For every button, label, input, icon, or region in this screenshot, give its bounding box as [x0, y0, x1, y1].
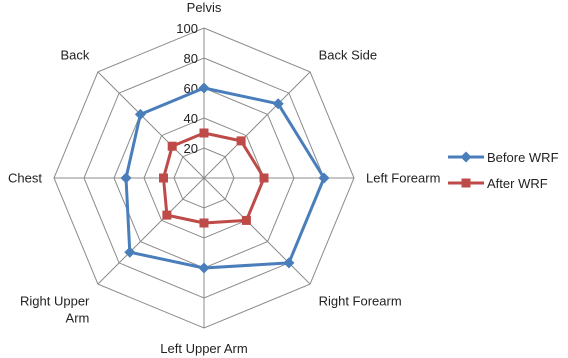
- series-0-point-6: [120, 172, 132, 184]
- tick-label-20: 20: [184, 141, 198, 156]
- category-label-6-line-0: Chest: [8, 171, 42, 186]
- series-0-point-0: [198, 82, 210, 94]
- legend-marker-1: [461, 178, 471, 188]
- category-label-7: Back: [60, 47, 89, 62]
- series-0-point-2: [318, 172, 330, 184]
- series-plot-area: [120, 82, 330, 274]
- series-1-point-2: [259, 173, 269, 183]
- legend-item-0: Before WRF: [448, 150, 559, 165]
- series-1-point-7: [167, 141, 177, 151]
- tick-label-40: 40: [184, 111, 198, 126]
- grid-spoke-1: [203, 71, 311, 179]
- series-0-point-5: [124, 246, 136, 258]
- category-label-6: Chest: [8, 171, 42, 186]
- series-1-point-0: [199, 128, 209, 138]
- category-label-0-line-0: Pelvis: [187, 0, 222, 15]
- category-label-2: Left Forearm: [366, 171, 440, 186]
- grid-spoke-7: [97, 71, 205, 179]
- category-label-2-line-0: Left Forearm: [366, 171, 440, 186]
- category-label-1-line-0: Back Side: [319, 47, 378, 62]
- legend-marker-0: [460, 151, 472, 163]
- series-0-point-7: [134, 108, 146, 120]
- category-label-1: Back Side: [319, 47, 378, 62]
- series-1-point-4: [199, 218, 209, 228]
- grid-spoke-3: [203, 177, 311, 285]
- series-1-point-6: [159, 173, 168, 183]
- category-label-5-line-0: Right Upper: [20, 294, 90, 309]
- series-0-point-1: [272, 98, 284, 110]
- category-labels: Pelvis Back Side Left Forearm Right Forearm…: [8, 0, 440, 356]
- series-0-point-3: [283, 257, 295, 269]
- category-label-4: Left Upper Arm: [160, 341, 247, 356]
- series-1-point-1: [236, 136, 246, 146]
- tick-label-100: 100: [176, 21, 198, 36]
- legend-label-0: Before WRF: [487, 150, 559, 165]
- category-label-5: Right Upper Arm: [20, 294, 90, 326]
- series-0-point-4: [198, 262, 210, 274]
- legend-label-1: After WRF: [487, 176, 548, 191]
- legend: Before WRF After WRF: [448, 150, 559, 191]
- category-label-3: Right Forearm: [319, 294, 402, 309]
- series-1-point-5: [162, 210, 172, 220]
- radar-grid: [53, 27, 355, 329]
- category-label-3-line-0: Right Forearm: [319, 294, 402, 309]
- category-label-5-line-1: Arm: [66, 311, 90, 326]
- series-0: [120, 82, 330, 274]
- category-label-0: Pelvis: [187, 0, 222, 15]
- series-1: [159, 128, 269, 228]
- series-1-point-3: [241, 215, 251, 225]
- tick-label-80: 80: [184, 51, 198, 66]
- grid-spoke-5: [97, 177, 205, 285]
- legend-item-1: After WRF: [448, 176, 548, 191]
- category-label-7-line-0: Back: [60, 47, 89, 62]
- category-label-4-line-0: Left Upper Arm: [160, 341, 247, 356]
